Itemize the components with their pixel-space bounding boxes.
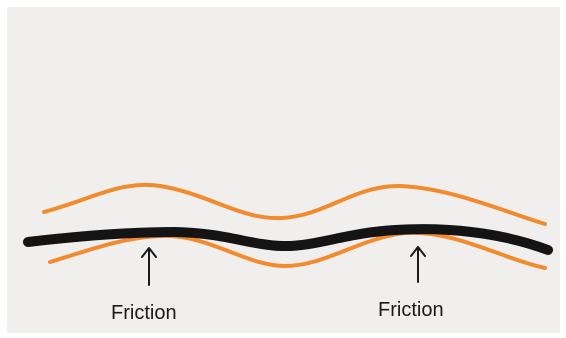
lower-boundary-curve bbox=[48, 230, 547, 270]
diagram-background bbox=[7, 7, 560, 333]
right-friction-label: Friction bbox=[378, 299, 444, 321]
right-friction-arrow bbox=[410, 246, 426, 283]
strand-curve bbox=[23, 224, 553, 255]
left-friction-label: Friction bbox=[111, 302, 177, 324]
upper-boundary-curve bbox=[42, 183, 547, 226]
left-friction-arrow bbox=[141, 247, 157, 286]
